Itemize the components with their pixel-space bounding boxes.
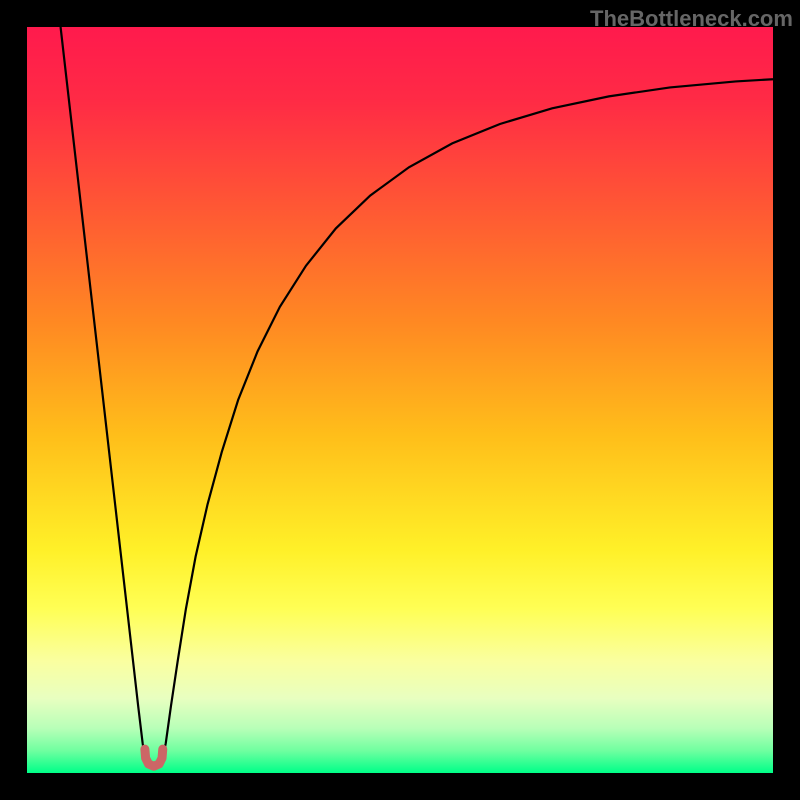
bottleneck-chart — [27, 27, 773, 773]
chart-svg — [27, 27, 773, 773]
chart-background — [27, 27, 773, 773]
watermark-text: TheBottleneck.com — [590, 6, 793, 32]
